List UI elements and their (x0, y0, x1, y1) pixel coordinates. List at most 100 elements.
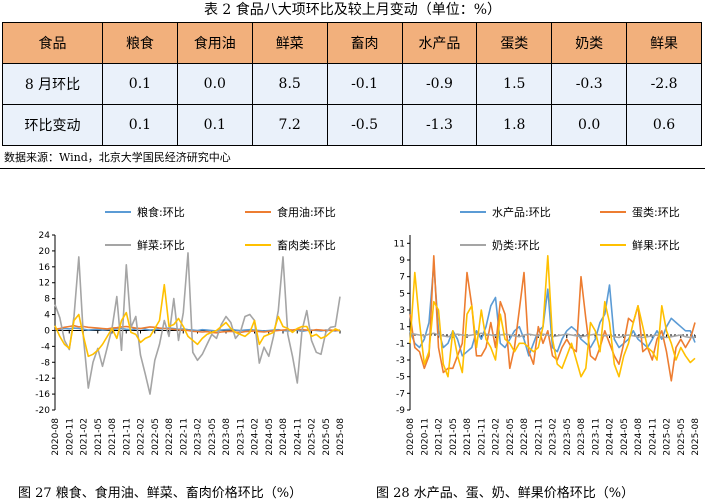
x-tick-label: 2024-08 (279, 418, 289, 456)
x-tick-label: 2022-11 (534, 418, 544, 456)
page-title: 表 2 食品八大项环比及较上月变动（单位：%） (203, 2, 502, 18)
y-tick-label: 16 (39, 263, 51, 273)
x-tick-label: 2025-02 (663, 418, 673, 456)
y-tick-label: -12 (35, 374, 50, 384)
y-tick-label: 12 (39, 279, 50, 289)
y-tick-label: -5 (396, 373, 405, 383)
table-cell: -1.3 (401, 104, 478, 146)
series-line (54, 324, 340, 334)
y-tick-label: -9 (396, 406, 405, 416)
legend-label: 蛋类:环比 (632, 205, 680, 219)
table-cell: 0.0 (551, 104, 628, 146)
y-tick-label: 8 (44, 295, 50, 305)
x-tick-label: 2021-08 (463, 418, 473, 456)
table-row: 环比变动 0.1 0.1 7.2 -0.5 -1.3 1.8 0.0 0.6 (2, 104, 702, 146)
x-tick-label: 2023-11 (236, 418, 246, 456)
data-source-note: 数据来源：Wind，北京大学国民经济研究中心 (4, 151, 231, 164)
y-tick-label: 5 (399, 289, 405, 299)
y-tick-label: 20 (39, 247, 51, 257)
table-cell: -0.9 (401, 63, 478, 105)
x-tick-label: 2020-11 (420, 418, 430, 456)
series-line (54, 283, 341, 358)
series-line (409, 255, 696, 378)
y-tick-label: 11 (394, 239, 405, 249)
x-tick-label: 2020-08 (406, 418, 416, 456)
table-cell: 1.8 (476, 104, 553, 146)
x-tick-label: 2022-11 (179, 418, 189, 456)
x-tick-label: 2025-08 (336, 418, 346, 456)
x-tick-label: 2022-08 (520, 418, 530, 456)
x-tick-label: 2024-05 (620, 418, 630, 456)
legend-label: 鲜菜:环比 (137, 238, 185, 252)
x-tick-label: 2021-11 (122, 418, 132, 456)
x-tick-label: 2023-11 (591, 418, 601, 456)
y-tick-label: 1 (399, 323, 405, 333)
x-tick-label: 2025-02 (308, 418, 318, 456)
table-header-cell: 水产品 (401, 22, 478, 64)
chart-grain-oil-veg-meat: 粮食:环比 食用油:环比 鲜菜:环比 畜肉类:环比 -20 -16 -12 -8 -4 0 4 8 12… (0, 190, 350, 480)
x-tick-label: 2021-05 (94, 418, 104, 456)
x-tick-label: 2021-08 (108, 418, 118, 456)
legend-label: 奶类:环比 (492, 238, 540, 252)
table-header-cell: 食用油 (176, 22, 253, 64)
x-tick-label: 2023-02 (549, 418, 559, 456)
table-header-cell: 鲜菜 (251, 22, 328, 64)
series-line (54, 252, 341, 395)
y-tick-label: -4 (41, 342, 50, 352)
table-cell: 8.5 (251, 63, 328, 105)
table-header-row: 食品 粮食 食用油 鲜菜 畜肉 水产品 蛋类 奶类 鲜果 (2, 22, 702, 64)
x-tick-label: 2020-11 (65, 418, 75, 456)
x-tick-label: 2021-02 (80, 418, 90, 456)
y-tick-label: -1 (396, 339, 405, 349)
y-tick-label: 0 (44, 326, 50, 336)
y-tick-label: -3 (396, 356, 405, 366)
chart-aquatic-egg-milk-fruit: 水产品:环比 蛋类:环比奶类:环比 鲜果:环比 -9 -7 -5 -3 -1 1 3 5 7 9 11 20… (355, 190, 705, 480)
food-price-table: 食品 粮食 食用油 鲜菜 畜肉 水产品 蛋类 奶类 鲜果 8 月环比 0.1 0… (2, 22, 702, 146)
table-header-cell: 粮食 (102, 22, 178, 64)
x-tick-label: 2021-11 (477, 418, 487, 456)
x-tick-label: 2023-08 (222, 418, 232, 456)
y-tick-label: -20 (35, 406, 50, 416)
x-tick-label: 2022-02 (137, 418, 147, 456)
table-cell: 0.6 (626, 104, 702, 146)
table-cell: 0.1 (102, 104, 178, 146)
table-cell: -0.5 (326, 104, 403, 146)
legend-label: 鲜果:环比 (632, 238, 680, 252)
legend-label: 食用油:环比 (277, 205, 336, 219)
table-cell: 7.2 (251, 104, 328, 146)
y-tick-label: -7 (396, 389, 405, 399)
legend-label: 水产品:环比 (492, 205, 551, 219)
table-row-label: 环比变动 (2, 104, 103, 146)
y-tick-label: 4 (44, 311, 50, 321)
x-tick-label: 2025-05 (677, 418, 687, 456)
table-cell: 0.1 (176, 104, 253, 146)
x-tick-label: 2024-05 (265, 418, 275, 456)
legend-label: 畜肉类:环比 (277, 238, 336, 252)
x-tick-label: 2023-05 (208, 418, 218, 456)
x-tick-label: 2024-11 (648, 418, 658, 456)
x-tick-label: 2023-02 (194, 418, 204, 456)
table-header-cell: 鲜果 (626, 22, 702, 64)
x-tick-label: 2022-05 (151, 418, 161, 456)
x-tick-label: 2024-02 (606, 418, 616, 456)
x-tick-label: 2020-08 (51, 418, 61, 456)
x-tick-label: 2025-08 (691, 418, 701, 456)
y-tick-label: 7 (399, 273, 405, 283)
y-tick-label: 9 (399, 256, 405, 266)
figure-caption-right: 图 28 水产品、蛋、奶、鲜果价格环比（%） (376, 486, 635, 501)
divider (0, 168, 705, 169)
x-tick-label: 2023-05 (563, 418, 573, 456)
table-cell: -0.3 (551, 63, 628, 105)
figure-caption-left: 图 27 粮食、食用油、鲜菜、畜肉价格环比（%） (18, 486, 303, 501)
table-cell: 0.0 (176, 63, 253, 105)
table-row: 8 月环比 0.1 0.0 8.5 -0.1 -0.9 1.5 -0.3 -2.… (2, 63, 702, 105)
x-tick-label: 2025-05 (322, 418, 332, 456)
x-tick-label: 2024-02 (251, 418, 261, 456)
y-tick-label: 24 (39, 231, 51, 241)
x-tick-label: 2024-08 (634, 418, 644, 456)
table-header-cell: 畜肉 (326, 22, 403, 64)
x-tick-label: 2021-02 (435, 418, 445, 456)
y-tick-label: -16 (35, 390, 50, 400)
table-cell: 0.1 (102, 63, 178, 105)
y-tick-label: 3 (399, 306, 405, 316)
